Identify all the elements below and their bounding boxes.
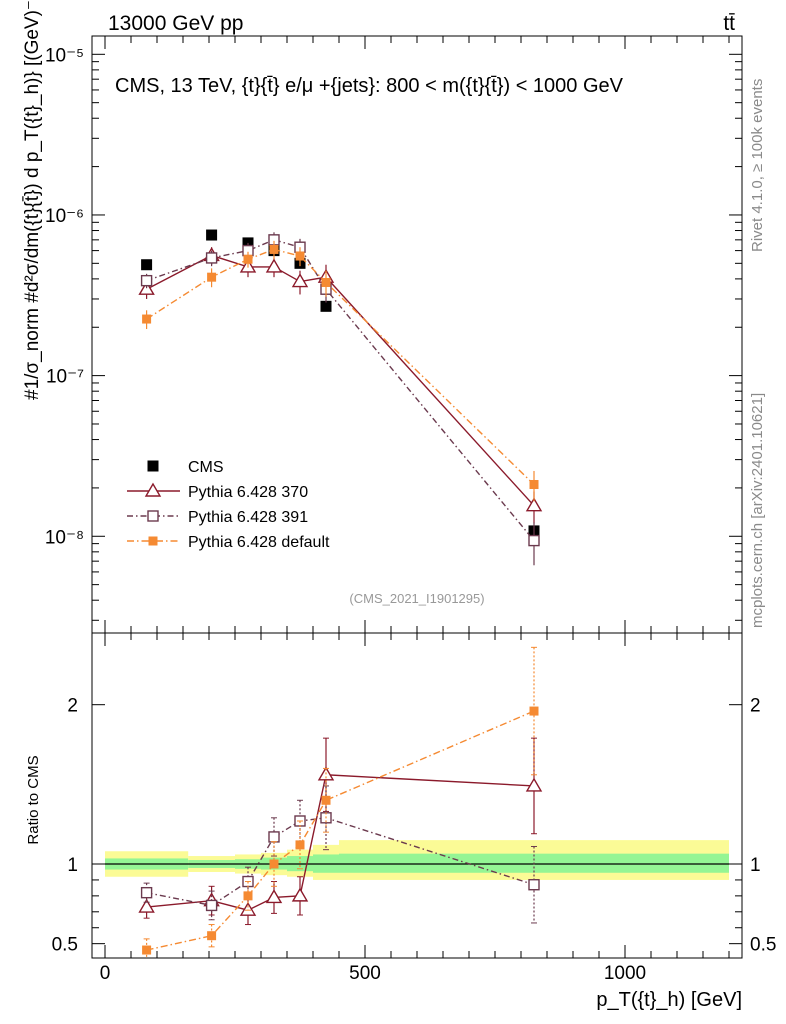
ratio-y-tick-label-right: 2: [750, 696, 761, 717]
data-point: [207, 272, 217, 282]
ratio-point: [291, 887, 309, 902]
ratio-point: [205, 899, 218, 912]
x-tick-label: 0: [100, 963, 111, 984]
data-point: [138, 280, 155, 295]
ratio-point: [138, 898, 155, 913]
legend-entry: Pythia 6.428 370: [127, 482, 308, 501]
main-y-axis-title: #1/σ_norm #d²σ/dm({t}{t̄}) d p_T({t}_h)}…: [22, 0, 43, 400]
series-pythia-6-428-default: [142, 240, 539, 502]
header-left: 13000 GeV pp: [108, 12, 243, 35]
main-title: CMS, 13 TeV, {t}{t̄} e/μ +{jets}: 800 < …: [115, 75, 624, 97]
data-point: [295, 251, 305, 261]
ratio-series-pythia-6-428-370: [138, 737, 543, 926]
ratio-point: [140, 886, 153, 899]
ratio-frame: [91, 632, 743, 959]
series-line: [146, 248, 535, 486]
ratio-point: [321, 795, 331, 805]
ratio-series-pythia-6-428-default: [142, 646, 539, 959]
ratio-line: [146, 710, 535, 951]
legend-entry: CMS: [147, 459, 224, 476]
legend: CMS Pythia 6.428 370 Pythia 6.428 391 Pythi…: [127, 459, 330, 551]
data-point: [265, 258, 283, 273]
ratio-point: [268, 831, 280, 843]
data-point: [529, 480, 539, 490]
data-point: [142, 314, 152, 324]
legend-marker: [148, 536, 158, 546]
ratio-panel: 0.5 0.5 1 1 2 2 0 500 1000 Ratio to CMS p_T({t}_…: [25, 632, 776, 1011]
ratio-point: [243, 891, 253, 901]
x-tick-label: 1000: [604, 963, 646, 984]
legend-label: Pythia 6.428 default: [188, 534, 330, 551]
ratio-y-tick-label-right: 1: [750, 855, 761, 876]
main-plot-content: [138, 229, 543, 566]
ratio-y-tick-label-right: 0.5: [750, 935, 776, 956]
legend-entry: Pythia 6.428 391: [127, 509, 308, 526]
ratio-axes: 0.5 0.5 1 1 2 2 0 500 1000: [52, 633, 776, 984]
ratio-point: [269, 859, 279, 869]
legend-marker: [144, 482, 162, 497]
main-panel: 10⁻⁸ 10⁻⁷ 10⁻⁶ 10⁻⁵ CMS, 13 TeV, {t}{t̄} e/…: [22, 0, 743, 634]
ratio-y-axis-title: Ratio to CMS: [25, 755, 42, 844]
data-point: [528, 534, 540, 547]
legend-label: Pythia 6.428 370: [188, 484, 308, 501]
data-point: [525, 497, 543, 512]
data-point: [205, 252, 218, 264]
main-y-tick-label: 10⁻⁵: [45, 45, 84, 66]
data-point: [320, 300, 332, 312]
mcplots-label: mcplots.cern.ch [arXiv:2401.10621]: [749, 393, 766, 628]
data-point: [291, 273, 309, 288]
legend-marker: [147, 460, 159, 472]
ratio-point: [529, 706, 539, 716]
series-pythia-6-428-370: [138, 247, 543, 524]
data-point: [321, 277, 331, 287]
ratio-plot-content: [105, 646, 729, 959]
ratio-point: [525, 777, 543, 792]
main-y-axis: 10⁻⁸ 10⁻⁷ 10⁻⁶ 10⁻⁵: [45, 36, 742, 633]
data-point: [243, 254, 253, 264]
data-point: [206, 229, 218, 241]
ratio-point: [295, 840, 305, 850]
ratio-point: [265, 889, 283, 904]
data-point: [269, 244, 279, 254]
ratio-y-tick-label: 1: [67, 855, 78, 876]
legend-entry: Pythia 6.428 default: [127, 534, 330, 551]
header-right: tt̄: [723, 12, 735, 35]
data-point: [140, 274, 153, 287]
x-tick-label: 500: [349, 963, 381, 984]
ratio-point: [142, 945, 152, 955]
ratio-point: [239, 901, 257, 916]
x-axis-title: p_T({t}_h) [GeV]: [596, 989, 742, 1011]
legend-marker: [147, 510, 159, 522]
ratio-point: [528, 879, 540, 891]
analysis-watermark: (CMS_2021_I1901295): [349, 591, 484, 606]
legend-label: Pythia 6.428 391: [188, 509, 308, 526]
main-y-tick-label: 10⁻⁶: [45, 206, 84, 227]
data-point: [141, 259, 153, 271]
ratio-point: [207, 931, 217, 941]
main-y-tick-label: 10⁻⁷: [46, 367, 84, 388]
ratio-y-tick-label: 2: [67, 696, 78, 717]
ratio-y-tick-label: 0.5: [52, 935, 78, 956]
legend-label: CMS: [188, 459, 224, 476]
rivet-version-label: Rivet 4.1.0, ≥ 100k events: [749, 79, 766, 252]
main-y-tick-label: 10⁻⁸: [45, 527, 84, 548]
